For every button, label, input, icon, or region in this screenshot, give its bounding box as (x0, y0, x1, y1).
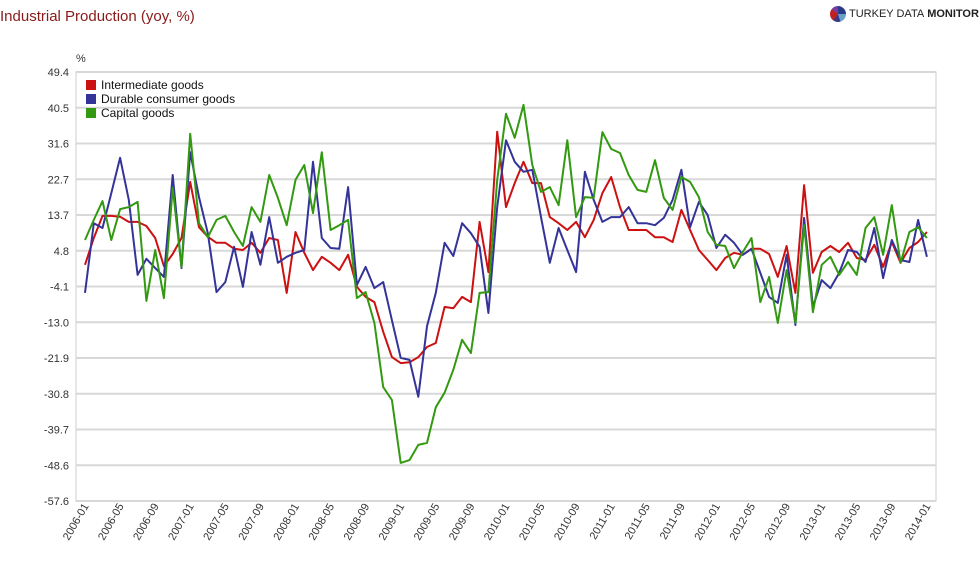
x-tick-label: 2006-09 (131, 502, 162, 543)
y-tick-label: -57.6 (44, 496, 69, 508)
x-tick-label: 2006-05 (96, 502, 127, 543)
x-tick-label: 2010-05 (517, 502, 548, 543)
legend-label: Intermediate goods (101, 78, 204, 92)
y-tick-label: 13.7 (48, 210, 69, 222)
legend-label: Durable consumer goods (101, 92, 236, 106)
x-tick-label: 2013-01 (798, 502, 829, 543)
y-tick-label: 31.6 (48, 139, 69, 151)
x-tick-label: 2009-01 (377, 502, 408, 543)
brand-name-bold: MONITOR (927, 8, 979, 20)
brand-logo: TURKEY DATA MONITOR (830, 6, 979, 22)
y-tick-label: -30.8 (44, 389, 69, 401)
pie-logo-icon (830, 6, 846, 22)
x-tick-label: 2010-09 (552, 502, 583, 543)
y-tick-label: 49.4 (48, 67, 69, 79)
x-tick-label: 2011-01 (588, 502, 618, 542)
y-tick-label: -4.1 (50, 282, 69, 294)
x-tick-label: 2008-01 (271, 502, 302, 543)
x-tick-label: 2014-01 (903, 502, 934, 543)
legend-label: Capital goods (101, 106, 175, 120)
y-tick-label: 4.8 (54, 246, 69, 258)
x-tick-label: 2007-01 (166, 502, 197, 543)
x-tick-label: 2013-09 (868, 502, 899, 543)
x-tick-label: 2010-01 (482, 501, 513, 542)
series-line-intermediate-goods (84, 130, 928, 365)
x-tick-label: 2011-09 (658, 502, 688, 542)
x-tick-label: 2009-09 (447, 502, 478, 543)
y-tick-label: -48.6 (44, 460, 69, 472)
x-tick-label: 2012-05 (728, 502, 759, 543)
x-tick-label: 2007-05 (201, 502, 232, 543)
x-tick-label: 2009-05 (412, 502, 443, 543)
legend-swatch (86, 108, 96, 118)
y-tick-label: -39.7 (44, 425, 69, 437)
x-tick-label: 2008-09 (342, 502, 373, 543)
y-tick-label: 40.5 (48, 103, 69, 115)
y-axis-unit: % (76, 53, 86, 65)
legend-swatch (86, 94, 96, 104)
x-tick-label: 2012-01 (692, 502, 723, 543)
legend-item-capital: Capital goods (86, 106, 235, 120)
legend-swatch (86, 80, 96, 90)
legend: Intermediate goods Durable consumer good… (86, 78, 235, 120)
x-tick-label: 2012-09 (763, 502, 794, 543)
legend-item-durable: Durable consumer goods (86, 92, 235, 106)
y-tick-label: 22.7 (48, 174, 69, 186)
series-line-durable-consumer-goods (84, 139, 928, 398)
y-tick-label: -13.0 (44, 317, 69, 329)
x-tick-label: 2013-05 (833, 502, 864, 543)
brand-name-light: TURKEY DATA (849, 8, 925, 20)
x-tick-label: 2011-05 (623, 502, 653, 542)
series-line-capital-goods (84, 103, 928, 464)
legend-item-intermediate: Intermediate goods (86, 78, 235, 92)
x-tick-label: 2007-09 (236, 502, 267, 543)
chart-title: Industrial Production (yoy, %) (0, 8, 195, 25)
y-tick-label: -21.9 (44, 353, 69, 365)
x-tick-label: 2008-05 (307, 502, 338, 543)
